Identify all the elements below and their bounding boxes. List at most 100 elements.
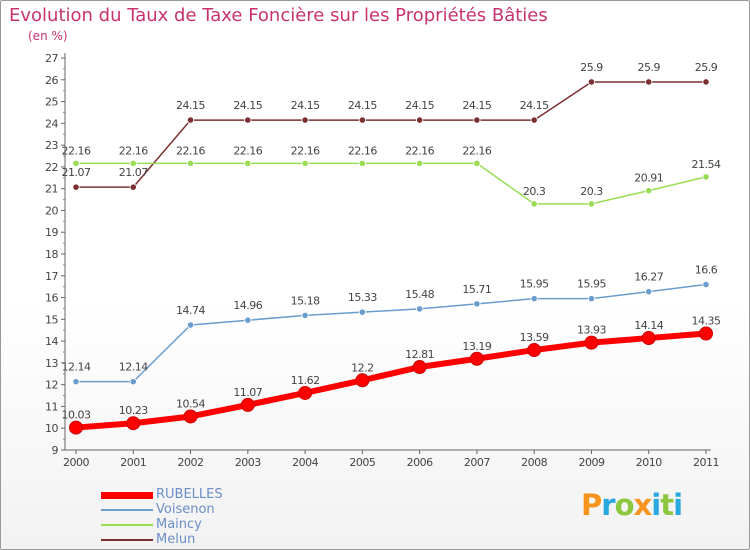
data-label: 15.95 <box>577 278 606 291</box>
y-tick-label: 23 <box>45 139 58 152</box>
data-point <box>240 397 255 412</box>
x-tick-label: 2007 <box>464 456 490 469</box>
logo-letter: o <box>614 488 635 522</box>
data-point <box>473 300 481 308</box>
data-point <box>355 373 370 388</box>
logo-letter: i <box>673 488 683 522</box>
data-label: 25.9 <box>580 61 603 74</box>
y-tick-label: 15 <box>45 313 58 326</box>
data-point <box>358 159 366 168</box>
data-point <box>412 360 427 375</box>
chart-unit-label: (en %) <box>28 29 68 43</box>
data-point <box>358 308 366 316</box>
x-tick-label: 2006 <box>407 456 433 469</box>
data-point <box>473 159 481 168</box>
data-point <box>301 116 309 124</box>
logo-letter: t <box>660 488 674 522</box>
data-label: 24.15 <box>291 99 320 112</box>
data-label: 21.07 <box>119 166 148 179</box>
x-tick-label: 2005 <box>349 456 375 469</box>
data-point <box>416 116 424 124</box>
data-label: 25.9 <box>695 61 718 74</box>
data-point <box>416 305 424 313</box>
data-point <box>72 159 80 168</box>
data-label: 15.18 <box>291 294 320 307</box>
data-label: 24.15 <box>520 99 549 112</box>
data-point <box>72 378 80 386</box>
data-label: 16.6 <box>695 263 718 276</box>
y-tick-label: 25 <box>45 96 58 109</box>
data-label: 14.35 <box>692 314 721 327</box>
data-label: 22.16 <box>348 144 377 157</box>
data-point <box>469 351 484 366</box>
data-label: 10.23 <box>119 404 148 417</box>
data-label: 15.48 <box>405 288 434 301</box>
legend-label: Melun <box>156 532 196 547</box>
series-line-melun <box>76 81 706 188</box>
data-label: 21.54 <box>692 158 721 171</box>
data-point <box>126 416 141 431</box>
y-tick-label: 14 <box>45 335 58 348</box>
logo-letter: x <box>633 488 653 522</box>
data-label: 20.3 <box>523 185 546 198</box>
data-label: 11.62 <box>291 374 320 387</box>
y-tick-label: 21 <box>45 183 58 196</box>
data-label: 12.14 <box>119 361 148 374</box>
legend-swatch <box>101 491 153 499</box>
data-point <box>584 335 599 350</box>
data-point <box>645 78 653 86</box>
data-label: 12.81 <box>405 348 434 361</box>
y-tick-label: 17 <box>45 270 58 283</box>
data-point <box>587 295 596 303</box>
data-label: 13.59 <box>520 331 549 344</box>
x-tick-label: 2009 <box>578 456 604 469</box>
data-point <box>527 343 542 358</box>
y-tick-label: 12 <box>45 379 58 392</box>
y-tick-label: 9 <box>52 444 59 457</box>
y-tick-label: 16 <box>45 292 58 305</box>
data-label: 21.07 <box>62 166 91 179</box>
data-label: 13.93 <box>577 324 606 337</box>
data-label: 22.16 <box>291 144 320 157</box>
chart-title: Evolution du Taux de Taxe Foncière sur l… <box>9 5 548 26</box>
data-point <box>244 116 252 124</box>
data-point <box>301 159 309 168</box>
legend-swatch <box>101 524 153 526</box>
series-line-rubelles <box>75 330 707 431</box>
data-label: 16.27 <box>634 271 663 284</box>
y-tick-label: 10 <box>45 422 58 435</box>
data-label: 24.15 <box>462 99 491 112</box>
data-point <box>244 316 252 324</box>
data-label: 22.16 <box>119 144 148 157</box>
data-label: 10.54 <box>176 397 205 410</box>
data-label: 24.15 <box>176 99 205 112</box>
data-label: 24.15 <box>233 99 262 112</box>
data-label: 15.95 <box>520 278 549 291</box>
legend-label: Voisenon <box>156 502 215 517</box>
data-point <box>645 187 653 195</box>
data-label: 22.16 <box>233 144 262 157</box>
x-tick-label: 2011 <box>693 456 719 469</box>
proxiti-logo: Proxiti <box>581 488 683 522</box>
data-point <box>129 159 137 168</box>
data-label: 11.07 <box>233 386 262 399</box>
x-tick-label: 2003 <box>235 456 261 469</box>
data-label: 22.16 <box>462 144 491 157</box>
data-label: 14.14 <box>634 319 663 332</box>
data-label: 20.91 <box>634 172 663 185</box>
data-point <box>298 385 313 400</box>
data-point <box>473 116 481 124</box>
y-tick-label: 19 <box>45 226 58 239</box>
data-point <box>702 173 710 181</box>
data-point <box>186 159 195 168</box>
y-tick-label: 11 <box>45 400 58 413</box>
data-label: 13.19 <box>462 340 491 353</box>
x-tick-label: 2001 <box>120 456 146 469</box>
data-point <box>129 378 137 386</box>
data-point <box>587 78 596 86</box>
series-line-voisenon <box>76 283 707 383</box>
logo-letter: i <box>651 488 661 522</box>
data-label: 22.16 <box>405 144 434 157</box>
